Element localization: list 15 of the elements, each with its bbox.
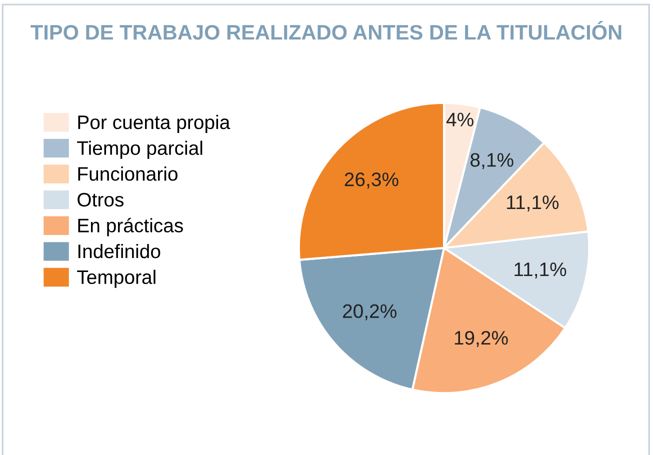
legend-label: Tiempo parcial — [77, 140, 202, 159]
legend-label: Funcionario — [78, 166, 178, 181]
data-label: 4% — [446, 112, 474, 126]
data-label: 8,1% — [470, 153, 514, 170]
chart-title: TIPO DE TRABAJO REALIZADO ANTES DE LA TITULACIÓN — [30, 21, 622, 40]
legend-label: Indefinido — [78, 244, 160, 258]
data-label: 20,2% — [343, 304, 396, 320]
legend-label: Otros — [78, 192, 124, 207]
data-label: 11,1% — [514, 262, 566, 279]
legend-label: En prácticas — [78, 218, 183, 236]
legend-label: Por cuenta propia — [78, 114, 230, 134]
data-label: 26,3% — [344, 172, 398, 189]
data-label: 19,2% — [454, 330, 508, 348]
data-label: 11,1% — [507, 196, 559, 212]
legend-label: Temporal — [77, 270, 156, 288]
